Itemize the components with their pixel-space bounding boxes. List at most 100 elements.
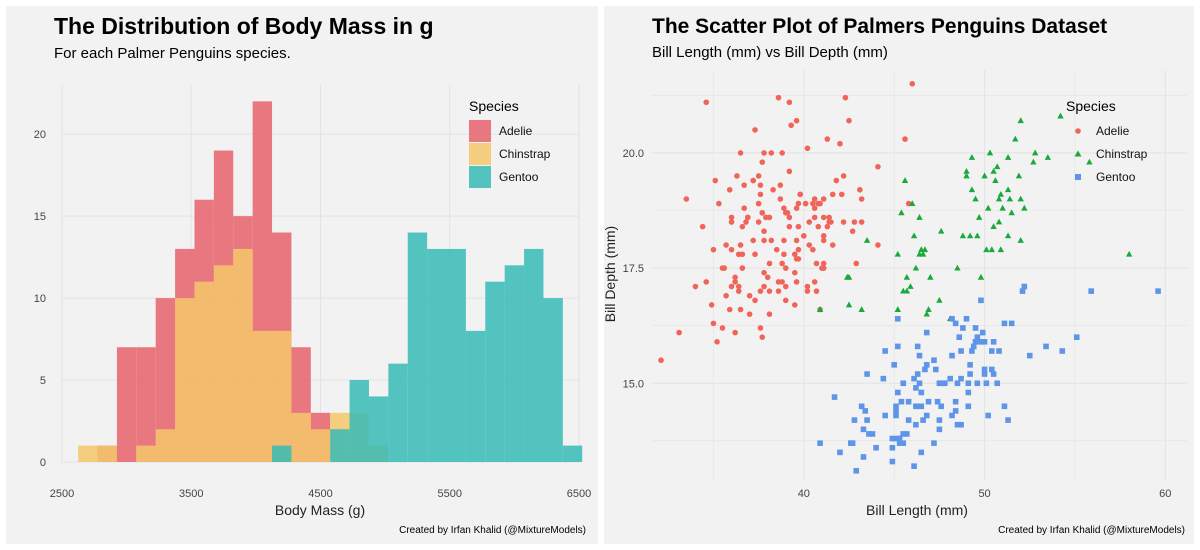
scatter-point-chinstrap xyxy=(894,250,902,257)
scatter-point-adelie xyxy=(746,311,753,317)
scatter-point-chinstrap xyxy=(925,306,932,312)
scatter-point-chinstrap xyxy=(1004,186,1012,193)
scatter-point-adelie xyxy=(804,283,811,290)
scatter-point-adelie xyxy=(779,260,785,267)
scatter-point-chinstrap xyxy=(997,190,1005,197)
scatter-point-gentoo xyxy=(972,325,979,331)
scatter-point-gentoo xyxy=(936,417,943,423)
scatter-point-adelie xyxy=(708,302,715,308)
histogram-y-tick-label: 20 xyxy=(34,129,46,141)
scatter-point-adelie xyxy=(728,214,735,221)
scatter-point-gentoo xyxy=(974,334,981,340)
scatter-point-adelie xyxy=(732,274,738,281)
scatter-point-chinstrap xyxy=(1017,117,1024,124)
scatter-point-gentoo xyxy=(889,458,896,465)
scatter-point-gentoo xyxy=(932,366,939,373)
legend-label-adelie: Adelie xyxy=(499,124,533,138)
scatter-point-adelie xyxy=(786,223,793,230)
scatter-point-adelie xyxy=(781,205,787,212)
scatter-point-gentoo xyxy=(954,421,961,428)
scatter-point-chinstrap xyxy=(858,306,865,312)
scatter-point-gentoo xyxy=(1005,417,1011,423)
scatter-point-gentoo xyxy=(913,421,919,428)
histogram-bar-chinstrap xyxy=(310,429,331,462)
scatter-points xyxy=(658,81,1161,474)
scatter-point-gentoo xyxy=(895,343,901,350)
scatter-point-chinstrap xyxy=(903,273,911,280)
scatter-point-adelie xyxy=(755,200,762,207)
scatter-point-chinstrap xyxy=(1125,250,1133,257)
scatter-point-adelie xyxy=(735,283,742,290)
scatter-point-adelie xyxy=(737,242,744,248)
scatter-point-adelie xyxy=(806,242,813,248)
histogram-caption: Created by Irfan Khalid (@MixtureModels) xyxy=(399,525,586,536)
scatter-point-adelie xyxy=(793,117,800,124)
scatter-point-chinstrap xyxy=(1044,154,1052,160)
scatter-point-gentoo xyxy=(1001,320,1008,327)
scatter-point-adelie xyxy=(781,251,787,258)
scatter-point-gentoo xyxy=(978,297,984,304)
scatter-point-gentoo xyxy=(831,394,838,400)
histogram-bar-chinstrap xyxy=(175,298,195,462)
scatter-point-gentoo xyxy=(938,403,944,410)
scatter-point-adelie xyxy=(838,191,845,198)
scatter-point-adelie xyxy=(824,223,831,230)
scatter-point-gentoo xyxy=(916,380,923,387)
scatter-point-adelie xyxy=(786,214,793,221)
scatter-point-gentoo xyxy=(1008,320,1015,327)
scatter-point-gentoo xyxy=(904,431,910,437)
scatter-point-gentoo xyxy=(882,412,888,419)
scatter-point-adelie xyxy=(795,223,802,230)
scatter-point-chinstrap xyxy=(992,177,999,183)
histogram-x-tick-label: 6500 xyxy=(567,488,591,500)
scatter-point-chinstrap xyxy=(1012,135,1019,142)
scatter-point-adelie xyxy=(820,233,827,239)
scatter-point-adelie xyxy=(721,265,728,271)
scatter-point-gentoo xyxy=(873,444,879,451)
scatter-point-adelie xyxy=(820,214,827,221)
histogram-bar-gentoo xyxy=(524,248,544,462)
scatter-point-gentoo xyxy=(891,362,897,368)
scatter-point-gentoo xyxy=(952,408,959,414)
scatter-point-chinstrap xyxy=(994,163,1001,170)
scatter-point-gentoo xyxy=(956,334,963,340)
scatter-point-gentoo xyxy=(979,329,986,336)
scatter-point-chinstrap xyxy=(990,167,997,174)
scatter-point-adelie xyxy=(737,306,744,313)
scatter-point-adelie xyxy=(801,233,807,239)
histogram-x-tick-label: 2500 xyxy=(50,488,74,500)
scatter-point-gentoo xyxy=(954,380,961,387)
scatter-point-adelie xyxy=(793,279,800,285)
scatter-point-chinstrap xyxy=(936,296,943,303)
scatter-point-chinstrap xyxy=(1086,158,1093,165)
scatter-point-adelie xyxy=(902,136,908,142)
scatter-point-chinstrap xyxy=(1006,195,1014,202)
scatter-point-gentoo xyxy=(837,449,843,456)
scatter-y-tick-label: 15.0 xyxy=(623,378,644,390)
scatter-x-tick-label: 60 xyxy=(1159,488,1171,500)
scatter-point-adelie xyxy=(734,173,740,179)
scatter-point-adelie xyxy=(719,325,726,331)
scatter-point-gentoo xyxy=(851,417,858,423)
scatter-point-gentoo xyxy=(889,435,896,442)
histogram-bar-chinstrap xyxy=(291,412,311,462)
scatter-point-adelie xyxy=(737,150,744,156)
histogram-bar-gentoo xyxy=(407,232,428,462)
histogram-bar-gentoo xyxy=(562,445,583,462)
histogram-bar-gentoo xyxy=(388,363,408,462)
scatter-point-gentoo xyxy=(905,417,912,423)
scatter-point-adelie xyxy=(810,246,816,253)
legend-label-gentoo: Gentoo xyxy=(499,170,539,184)
scatter-point-adelie xyxy=(752,251,758,258)
scatter-point-gentoo xyxy=(898,398,905,405)
scatter-point-adelie xyxy=(761,150,767,156)
histogram-title: The Distribution of Body Mass in g xyxy=(54,13,434,39)
legend-label-gentoo: Gentoo xyxy=(1096,170,1136,184)
scatter-point-chinstrap xyxy=(816,306,824,312)
scatter-point-adelie xyxy=(813,288,820,294)
scatter-point-gentoo xyxy=(862,408,869,414)
histogram-bar-adelie xyxy=(136,347,156,462)
scatter-point-adelie xyxy=(788,122,794,129)
scatter-point-gentoo xyxy=(1019,288,1026,294)
scatter-point-gentoo xyxy=(958,375,964,382)
